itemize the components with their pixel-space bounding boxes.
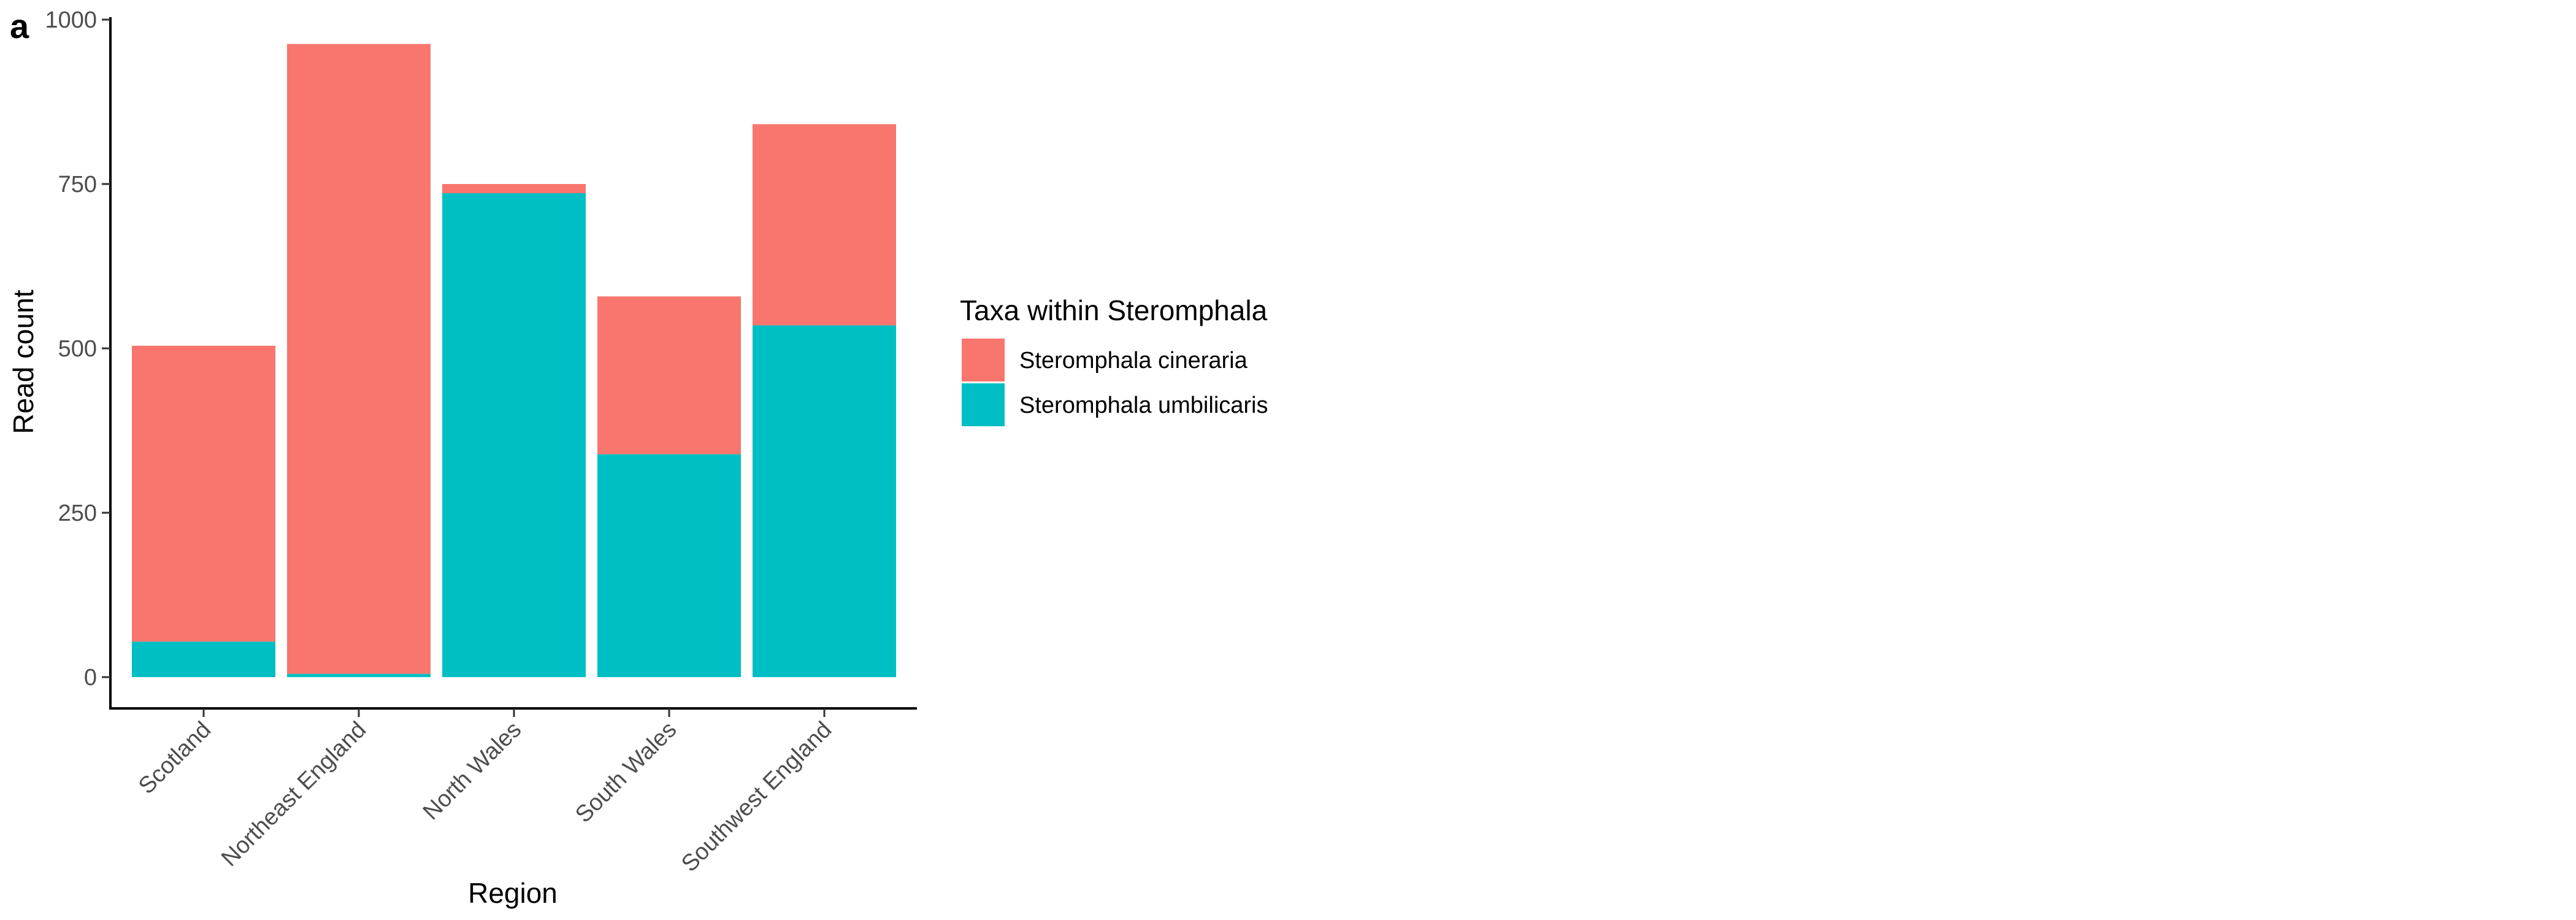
y-tick-label-250: 250 <box>58 500 97 526</box>
bar-south-wales-steromphala-umbilicaris <box>597 454 741 677</box>
legend-title: Taxa within Steromphala <box>960 294 1268 326</box>
legend-label-steromphala-cineraria: Steromphala cineraria <box>1019 348 1248 374</box>
bar-scotland-steromphala-cineraria <box>132 345 275 642</box>
y-axis-title: Read count <box>7 289 39 434</box>
y-tick-label-1000: 1000 <box>45 7 97 33</box>
y-tick-label-500: 500 <box>58 336 97 362</box>
bar-northeast-england-steromphala-cineraria <box>287 44 431 674</box>
x-tick-label-south-wales: South Wales <box>570 717 681 828</box>
panel-label: a <box>10 7 29 45</box>
x-tick-label-north-wales: North Wales <box>418 717 527 826</box>
legend-label-steromphala-umbilicaris: Steromphala umbilicaris <box>1019 393 1268 418</box>
y-axis-ticks: 0 250 500 750 1000 <box>45 7 110 691</box>
x-tick-label-scotland: Scotland <box>134 717 216 799</box>
bar-north-wales-steromphala-umbilicaris <box>442 193 586 677</box>
y-tick-label-0: 0 <box>84 665 97 691</box>
legend: Taxa within Steromphala Steromphala cine… <box>960 294 1268 426</box>
x-tick-label-northeast-england: Northeast England <box>217 717 371 872</box>
bar-northeast-england-steromphala-umbilicaris <box>287 673 431 677</box>
legend-key-steromphala-cineraria <box>962 339 1005 381</box>
bars-layer <box>132 44 896 677</box>
bar-south-wales-steromphala-cineraria <box>597 296 741 454</box>
x-tick-label-southwest-england: Southwest England <box>677 717 837 877</box>
bar-scotland-steromphala-umbilicaris <box>132 642 275 677</box>
legend-key-steromphala-umbilicaris <box>962 383 1005 426</box>
bar-southwest-england-steromphala-umbilicaris <box>753 325 896 677</box>
x-axis-title: Region <box>468 877 558 909</box>
y-tick-label-750: 750 <box>58 172 97 197</box>
bar-north-wales-steromphala-cineraria <box>442 184 586 194</box>
x-axis-ticks: Scotland Northeast England North Wales Sout… <box>134 708 837 877</box>
bar-southwest-england-steromphala-cineraria <box>753 124 896 326</box>
